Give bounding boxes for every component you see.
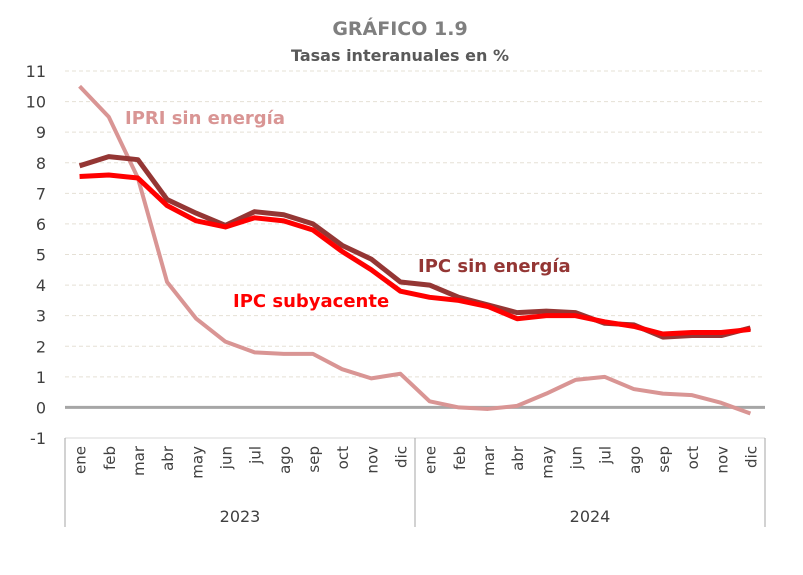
x-tick-label: oct: [334, 446, 352, 469]
series-label: IPC subyacente: [233, 291, 389, 312]
x-tick-label: dic: [392, 446, 410, 468]
y-tick-label: 0: [36, 398, 46, 417]
x-tick-label: ago: [276, 446, 294, 474]
y-tick-label: 3: [36, 307, 46, 326]
series-line-0: [78, 84, 752, 416]
y-tick-label: 4: [36, 276, 46, 295]
year-label: 2023: [220, 507, 261, 526]
x-tick-label: oct: [684, 446, 702, 469]
x-tick-label: nov: [363, 446, 381, 474]
x-tick-label: mar: [480, 445, 498, 476]
y-tick-label: 6: [36, 215, 46, 234]
x-tick-label: jun: [567, 446, 585, 470]
x-tick-label: nov: [713, 446, 731, 474]
y-tick-label: 8: [36, 154, 46, 173]
x-tick-label: sep: [305, 446, 323, 473]
y-tick-label: 5: [36, 246, 46, 265]
y-tick-label: 2: [36, 337, 46, 356]
x-tick-label: jul: [597, 446, 615, 465]
x-tick-label: jun: [217, 446, 235, 470]
y-tick-label: 7: [36, 184, 46, 203]
year-label: 2024: [570, 507, 611, 526]
y-tick-label: 10: [26, 93, 46, 112]
y-tick-label: -1: [30, 429, 46, 448]
x-tick-label: ago: [626, 446, 644, 474]
x-tick-label: feb: [451, 446, 469, 470]
chart-subtitle: Tasas interanuales en %: [291, 46, 509, 65]
x-tick-label: abr: [159, 445, 177, 471]
series-line-1: [78, 154, 752, 340]
x-tick-label: jul: [247, 446, 265, 465]
x-tick-label: may: [188, 446, 206, 479]
x-tick-label: ene: [72, 446, 90, 474]
x-tick-label: mar: [130, 445, 148, 476]
x-tick-label: dic: [742, 446, 760, 468]
y-tick-label: 11: [26, 62, 46, 81]
x-tick-label: feb: [101, 446, 119, 470]
chart-title: GRÁFICO 1.9: [332, 17, 467, 40]
x-tick-label: abr: [509, 445, 527, 471]
y-tick-label: 1: [36, 368, 46, 387]
series-line-2: [79, 172, 751, 337]
x-tick-label: may: [538, 446, 556, 479]
x-tick-label: sep: [655, 446, 673, 473]
series-label: IPC sin energía: [418, 256, 571, 277]
y-tick-label: 9: [36, 123, 46, 142]
x-tick-label: ene: [422, 446, 440, 474]
series-label: IPRI sin energía: [125, 108, 285, 129]
